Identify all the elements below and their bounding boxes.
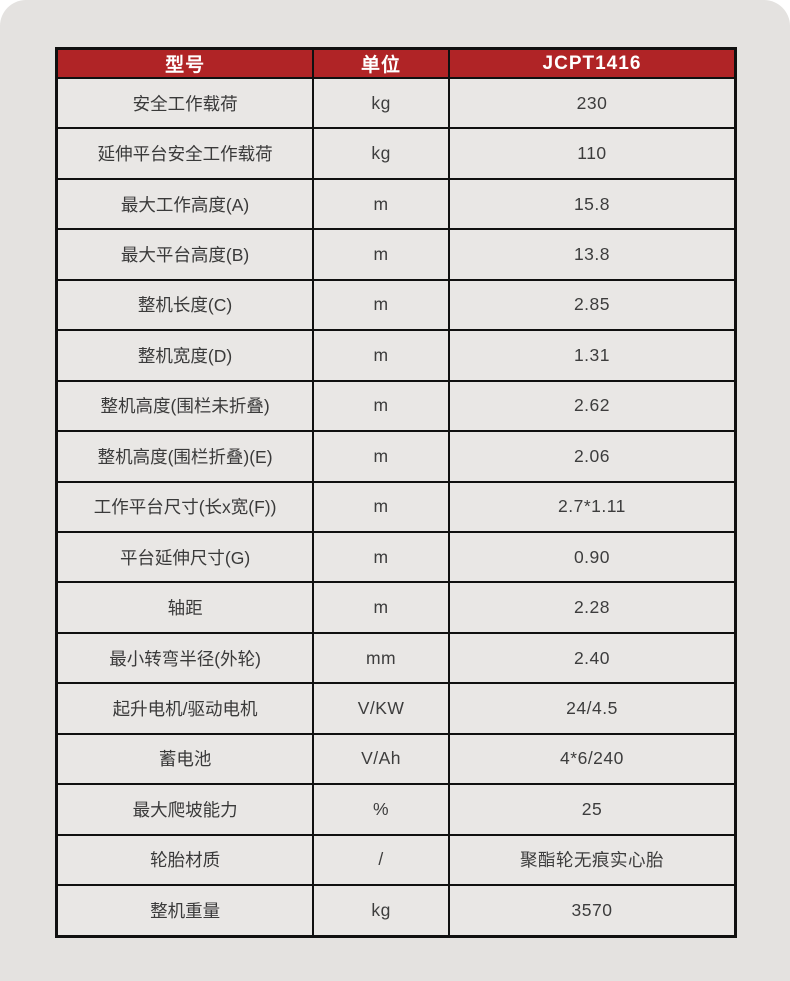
- cell-label: 整机高度(围栏未折叠): [55, 379, 315, 433]
- table-row: 蓄电池 V/Ah 4*6/240: [55, 732, 737, 786]
- spec-table-body: 安全工作载荷 kg 230 延伸平台安全工作载荷 kg 110 最大工作高度(A) m 15.8…: [55, 76, 737, 938]
- cell-unit: m: [312, 430, 450, 483]
- cell-value: 2.62: [447, 379, 737, 433]
- cell-value: 2.40: [447, 631, 737, 685]
- table-row: 整机长度(C) m 2.85: [55, 278, 737, 332]
- cell-label: 整机重量: [55, 884, 315, 938]
- cell-value: 13.8: [447, 228, 737, 281]
- cell-label: 延伸平台安全工作载荷: [55, 127, 315, 180]
- cell-label: 整机长度(C): [55, 278, 315, 332]
- table-row: 整机重量 kg 3570: [55, 884, 737, 938]
- header-model-label: 型号: [55, 47, 315, 79]
- table-row: 起升电机/驱动电机 V/KW 24/4.5: [55, 682, 737, 735]
- cell-label: 轴距: [55, 581, 315, 634]
- table-row: 最大平台高度(B) m 13.8: [55, 228, 737, 281]
- header-row: 型号 单位 JCPT1416: [55, 47, 737, 79]
- table-row: 整机高度(围栏折叠)(E) m 2.06: [55, 430, 737, 483]
- cell-unit: V/KW: [312, 682, 450, 735]
- table-row: 整机宽度(D) m 1.31: [55, 329, 737, 382]
- table-row: 最大爬坡能力% 25: [55, 783, 737, 836]
- cell-unit: /: [312, 833, 450, 887]
- cell-value: 24/4.5: [447, 682, 737, 735]
- table-row: 平台延伸尺寸(G) m 0.90: [55, 530, 737, 584]
- cell-value: 25: [447, 783, 737, 836]
- spec-table-header: 型号 单位 JCPT1416: [55, 47, 737, 79]
- cell-label: 平台延伸尺寸(G): [55, 530, 315, 584]
- cell-label: 最大工作高度(A): [55, 177, 315, 231]
- cell-label: 最大爬坡能力: [55, 783, 315, 836]
- cell-unit: m: [312, 480, 450, 533]
- cell-unit: m: [312, 329, 450, 382]
- cell-value: 2.06: [447, 430, 737, 483]
- cell-value: 聚酯轮无痕实心胎: [447, 833, 737, 887]
- cell-value: 230: [447, 76, 737, 130]
- cell-value: 4*6/240: [447, 732, 737, 786]
- table-row: 安全工作载荷 kg 230: [55, 76, 737, 130]
- cell-unit: m: [312, 581, 450, 634]
- table-row: 轮胎材质 / 聚酯轮无痕实心胎: [55, 833, 737, 887]
- table-row: 最小转弯半径(外轮) mm 2.40: [55, 631, 737, 685]
- cell-value: 15.8: [447, 177, 737, 231]
- cell-label: 蓄电池: [55, 732, 315, 786]
- table-row: 整机高度(围栏未折叠) m 2.62: [55, 379, 737, 433]
- cell-unit: m: [312, 228, 450, 281]
- cell-unit: m: [312, 278, 450, 332]
- cell-unit: m: [312, 530, 450, 584]
- cell-value: 2.28: [447, 581, 737, 634]
- spec-table: 型号 单位 JCPT1416 安全工作载荷 kg 230 延伸平台安全工作载荷 kg 11…: [55, 47, 737, 938]
- cell-unit: m: [312, 379, 450, 433]
- header-model-value: JCPT1416: [447, 47, 737, 79]
- cell-value: 110: [447, 127, 737, 180]
- cell-unit: kg: [312, 127, 450, 180]
- cell-value: 1.31: [447, 329, 737, 382]
- cell-label: 整机宽度(D): [55, 329, 315, 382]
- cell-label: 安全工作载荷: [55, 76, 315, 130]
- cell-value: 3570: [447, 884, 737, 938]
- cell-label: 整机高度(围栏折叠)(E): [55, 430, 315, 483]
- cell-unit: m: [312, 177, 450, 231]
- cell-unit: kg: [312, 884, 450, 938]
- cell-unit: %: [312, 783, 450, 836]
- cell-label: 工作平台尺寸(长x宽(F)): [55, 480, 315, 533]
- cell-unit: mm: [312, 631, 450, 685]
- cell-label: 最小转弯半径(外轮): [55, 631, 315, 685]
- cell-label: 最大平台高度(B): [55, 228, 315, 281]
- table-row: 轴距 m 2.28: [55, 581, 737, 634]
- cell-label: 起升电机/驱动电机: [55, 682, 315, 735]
- cell-label: 轮胎材质: [55, 833, 315, 887]
- table-row: 最大工作高度(A) m 15.8: [55, 177, 737, 231]
- cell-unit: V/Ah: [312, 732, 450, 786]
- cell-unit: kg: [312, 76, 450, 130]
- header-unit-label: 单位: [312, 47, 450, 79]
- cell-value: 0.90: [447, 530, 737, 584]
- cell-value: 2.85: [447, 278, 737, 332]
- cell-value: 2.7*1.11: [447, 480, 737, 533]
- table-row: 延伸平台安全工作载荷 kg 110: [55, 127, 737, 180]
- table-row: 工作平台尺寸(长x宽(F)) m 2.7*1.11: [55, 480, 737, 533]
